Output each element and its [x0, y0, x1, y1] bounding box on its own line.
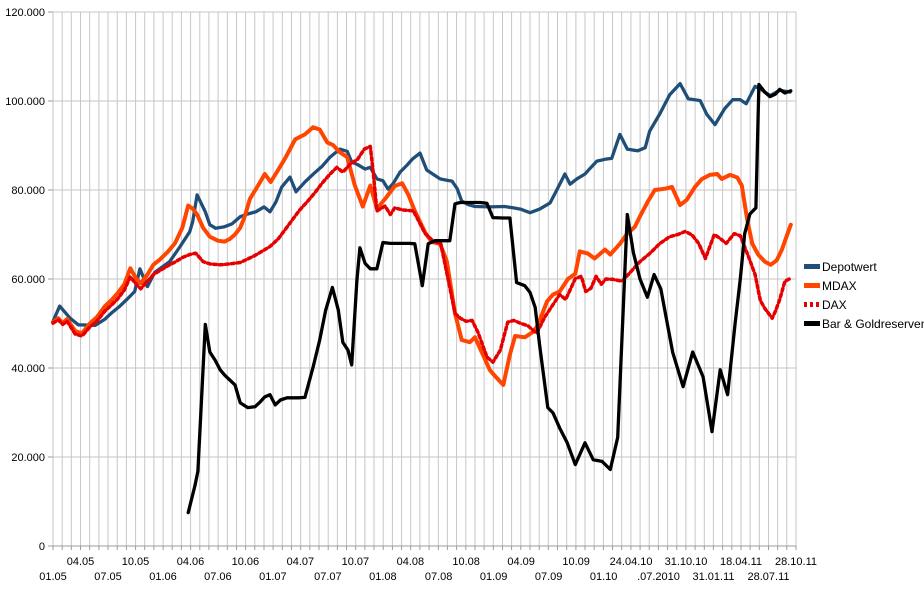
x-axis-tick-label: 07.07 — [314, 571, 342, 583]
x-axis-tick-label: 01.10 — [590, 571, 618, 583]
y-axis-tick-label: 0 — [39, 541, 45, 553]
legend-label-depotwert: Depotwert — [822, 259, 877, 274]
legend-item-depotwert: Depotwert — [804, 257, 924, 276]
x-axis-tick-label: 10.05 — [122, 556, 150, 568]
y-axis-tick-label: 40.000 — [11, 363, 45, 375]
x-axis-tick-label: 24.04.10 — [610, 556, 653, 568]
x-axis-tick-label: 04.06 — [177, 556, 205, 568]
series-line-dax — [51, 144, 792, 364]
legend-item-dax: DAX — [804, 295, 924, 314]
y-axis-tick-label: 80.000 — [11, 185, 45, 197]
bar-goldreserven-line-swatch — [804, 321, 820, 326]
legend: Depotwert MDAX DAX Bar & Goldreserven — [804, 257, 924, 333]
series-line-mdax — [51, 125, 793, 387]
depotwert-line-swatch — [804, 264, 820, 269]
x-axis-tick-label: 31.01.11 — [692, 571, 734, 583]
x-axis-tick-label: 31.10.10 — [665, 556, 708, 568]
x-axis-tick-label: 10.06 — [232, 556, 260, 568]
x-axis-tick-label: 04.05 — [67, 556, 95, 568]
legend-label-mdax: MDAX — [822, 278, 857, 293]
x-axis-tick-label: 18.04.11 — [720, 556, 762, 568]
series-line-bar-goldreserven — [186, 82, 793, 515]
x-axis-tick-label: 04.09 — [507, 556, 535, 568]
x-axis-tick-label: 10.08 — [452, 556, 480, 568]
dax-line-swatch — [804, 302, 820, 307]
x-axis-tick-label: 07.09 — [535, 571, 563, 583]
y-axis-tick-label: 20.000 — [11, 452, 45, 464]
x-axis-tick-label: 07.06 — [204, 571, 232, 583]
x-axis-tick-label: 01.05 — [39, 571, 67, 583]
x-axis-tick-label: 01.08 — [369, 571, 397, 583]
y-axis-tick-label: 100.000 — [5, 96, 45, 108]
x-axis-tick-label: 28.10.11 — [775, 556, 817, 568]
x-axis-tick-label: 07.05 — [94, 571, 122, 583]
x-axis-tick-label: 04.08 — [397, 556, 425, 568]
legend-label-bar-goldreserven: Bar & Goldreserven — [822, 316, 924, 331]
x-axis-tick-label: 01.07 — [259, 571, 287, 583]
x-axis-tick-label: 01.09 — [480, 571, 508, 583]
y-axis-tick-label: 60.000 — [11, 274, 45, 286]
x-axis-tick-label: 04.07 — [287, 556, 315, 568]
legend-item-mdax: MDAX — [804, 276, 924, 295]
x-axis-tick-label: 01.06 — [149, 571, 177, 583]
x-axis-tick-label: 10.07 — [342, 556, 370, 568]
mdax-line-swatch — [804, 283, 820, 288]
series-line-depotwert — [51, 81, 792, 327]
y-axis-tick-label: 120.000 — [5, 7, 45, 19]
legend-label-dax: DAX — [822, 297, 847, 312]
x-axis-tick-label: 10.09 — [562, 556, 590, 568]
x-axis-tick-label: 07.08 — [425, 571, 453, 583]
x-axis-tick-label: 28.07.11 — [747, 571, 789, 583]
legend-item-bar-goldreserven: Bar & Goldreserven — [804, 314, 924, 333]
x-axis-tick-label: .07.2010 — [637, 571, 680, 583]
